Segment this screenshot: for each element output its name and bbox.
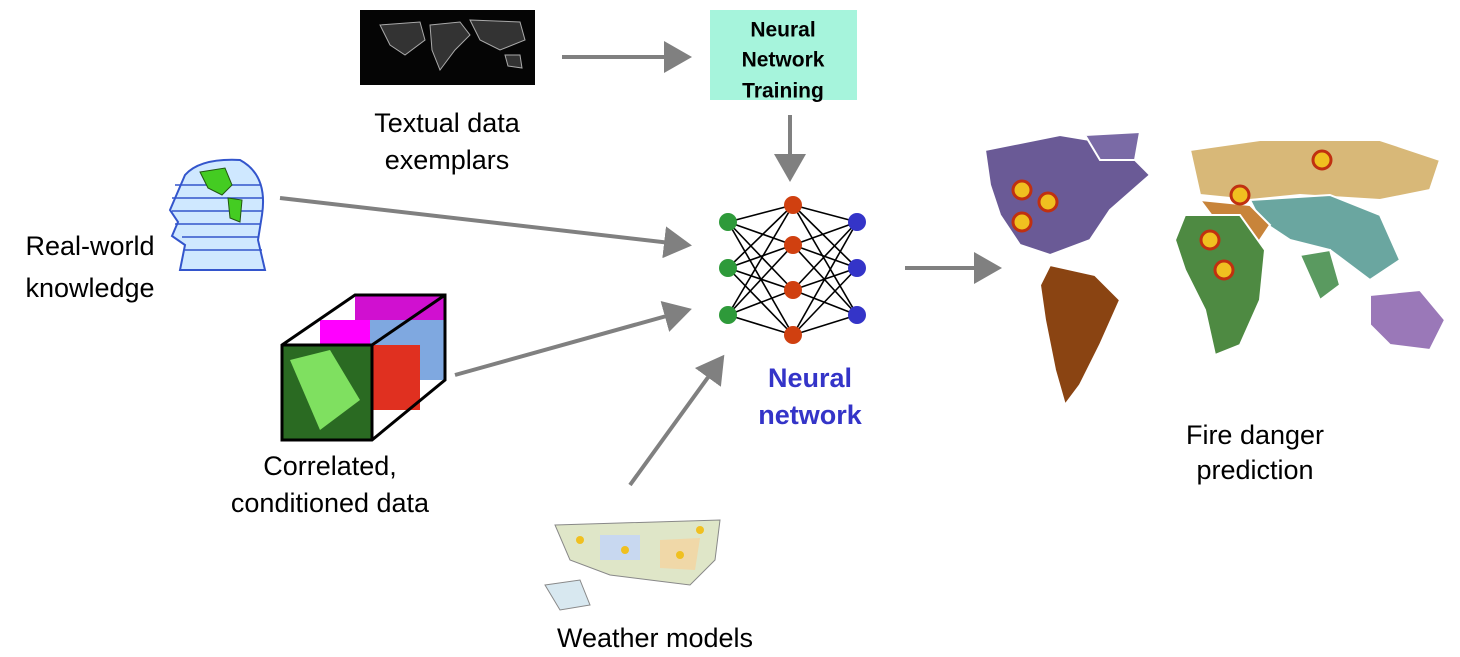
neuron [784,326,802,344]
neuron [719,259,737,277]
textual-data-label: exemplars [385,145,510,175]
connection [727,267,794,336]
training-label: Training [742,80,824,103]
neuron [848,259,866,277]
head-icon [168,158,267,271]
textual-data-image [360,10,535,85]
connection [792,204,858,223]
weather-label: Weather models [557,623,753,653]
arrow [279,196,692,259]
training-box [710,10,857,100]
neuron [784,281,802,299]
neuron [784,236,802,254]
textual-data-label: Textual data [374,108,521,138]
connection [792,204,858,269]
connection [727,221,794,246]
fire-map-image [983,130,1447,408]
fire-danger-label: prediction [1196,455,1313,485]
connection [727,204,794,269]
real-world-label: knowledge [25,273,154,303]
arrow [628,354,725,487]
neuron [719,306,737,324]
neuron [848,213,866,231]
correlated-label: Correlated, [263,451,397,481]
connection [792,221,858,291]
connection [727,244,794,269]
connection [727,244,794,316]
fire-danger-label: Fire danger [1186,420,1324,450]
neuron [848,306,866,324]
connection [727,204,794,223]
connection [727,314,794,336]
connection [792,267,858,336]
neural-network-label: Neural [768,363,852,393]
correlated-data-image [280,293,447,442]
arrow [454,301,692,377]
neural-network-label: network [758,400,863,430]
training-label: Neural [750,19,815,42]
connection [792,204,858,316]
neuron [719,213,737,231]
connection [727,289,794,316]
real-world-label: Real-world [25,231,154,261]
weather-map-image [544,519,721,611]
connection [792,314,858,336]
connection [792,221,858,336]
connection [727,204,794,316]
training-label: Network [742,49,825,72]
neural-network-icon [719,196,866,344]
connection [792,221,858,246]
correlated-label: conditioned data [231,488,430,518]
neuron [784,196,802,214]
